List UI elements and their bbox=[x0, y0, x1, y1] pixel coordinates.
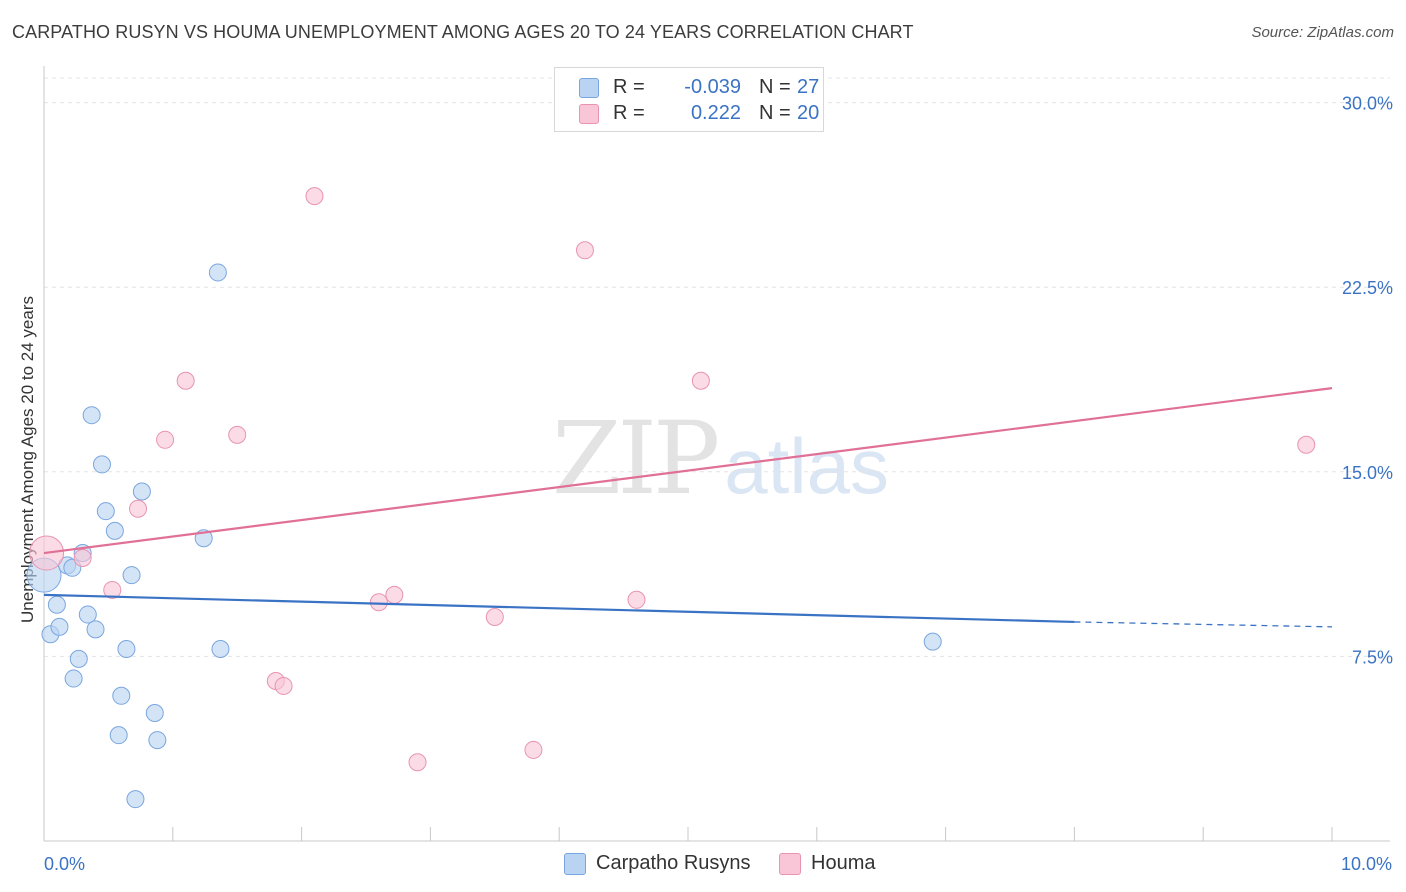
bottom-legend-label-carpatho: Carpatho Rusyns bbox=[596, 852, 751, 874]
y-tick-label: 15.0% bbox=[1342, 463, 1393, 483]
point-carpatho bbox=[92, 455, 111, 474]
legend-r-value: -0.039 bbox=[684, 76, 741, 98]
stats-legend: R = -0.039 N = 27 R = 0.222 N = 20 bbox=[554, 67, 824, 132]
point-carpatho bbox=[148, 731, 167, 750]
legend-swatch-houma bbox=[579, 104, 599, 124]
point-houma bbox=[73, 548, 92, 567]
point-houma bbox=[524, 740, 543, 759]
legend-n-value: 27 bbox=[797, 76, 820, 98]
point-houma bbox=[176, 371, 195, 390]
point-houma bbox=[408, 753, 427, 772]
point-houma bbox=[305, 187, 324, 206]
watermark-zip: ZIP bbox=[552, 400, 720, 517]
source-label: Source: ZipAtlas.com bbox=[1251, 24, 1394, 41]
point-carpatho bbox=[122, 566, 141, 585]
point-carpatho bbox=[109, 726, 128, 745]
point-carpatho bbox=[923, 632, 942, 651]
legend-r-value: 0.222 bbox=[690, 102, 741, 124]
y-tick-label: 30.0% bbox=[1342, 94, 1393, 114]
point-carpatho bbox=[50, 617, 69, 636]
point-houma bbox=[485, 608, 504, 627]
point-carpatho bbox=[82, 406, 101, 425]
point-carpatho bbox=[211, 640, 230, 659]
bottom-legend-swatch-carpatho bbox=[564, 853, 586, 875]
trendline-carpatho-extension bbox=[1074, 621, 1333, 628]
point-houma bbox=[385, 585, 404, 604]
watermark: ZIP atlas bbox=[552, 400, 889, 517]
point-houma bbox=[228, 425, 247, 444]
point-houma bbox=[369, 593, 388, 612]
point-carpatho bbox=[86, 620, 105, 639]
point-carpatho bbox=[117, 640, 136, 659]
trendline-houma bbox=[43, 387, 1333, 555]
point-carpatho bbox=[47, 595, 66, 614]
legend-r-label: R = bbox=[613, 76, 645, 98]
point-carpatho bbox=[105, 521, 124, 540]
point-houma bbox=[156, 430, 175, 449]
chart-title: CARPATHO RUSYN VS HOUMA UNEMPLOYMENT AMO… bbox=[12, 22, 914, 42]
point-houma bbox=[691, 371, 710, 390]
legend-n-value: 20 bbox=[797, 102, 820, 124]
point-houma bbox=[103, 580, 122, 599]
watermark-atlas: atlas bbox=[724, 422, 890, 510]
legend-r-label: R = bbox=[613, 102, 645, 124]
bottom-legend-label-houma: Houma bbox=[811, 852, 876, 874]
bottom-legend-swatch-houma bbox=[779, 853, 801, 875]
point-houma bbox=[575, 241, 594, 260]
point-carpatho bbox=[208, 263, 227, 282]
trendline-carpatho bbox=[43, 593, 1075, 624]
point-houma bbox=[129, 499, 148, 518]
point-carpatho bbox=[132, 482, 151, 501]
y-tick-label: 7.5% bbox=[1352, 647, 1393, 667]
legend-n-label: N = bbox=[759, 102, 791, 124]
point-carpatho bbox=[64, 669, 83, 688]
point-houma bbox=[627, 590, 646, 609]
x-tick-label: 10.0% bbox=[1341, 854, 1392, 874]
point-carpatho bbox=[145, 704, 164, 723]
point-houma bbox=[274, 676, 293, 695]
legend-swatch-carpatho bbox=[579, 78, 599, 98]
point-carpatho bbox=[78, 605, 97, 624]
point-carpatho bbox=[96, 502, 115, 521]
y-tick-label: 22.5% bbox=[1342, 278, 1393, 298]
point-carpatho bbox=[112, 686, 131, 705]
point-carpatho bbox=[126, 790, 145, 809]
y-axis-label: Unemployment Among Ages 20 to 24 years bbox=[18, 296, 37, 623]
point-carpatho bbox=[69, 649, 88, 668]
legend-n-label: N = bbox=[759, 76, 791, 98]
point-houma bbox=[1297, 435, 1316, 454]
x-tick-label: 0.0% bbox=[44, 854, 85, 874]
